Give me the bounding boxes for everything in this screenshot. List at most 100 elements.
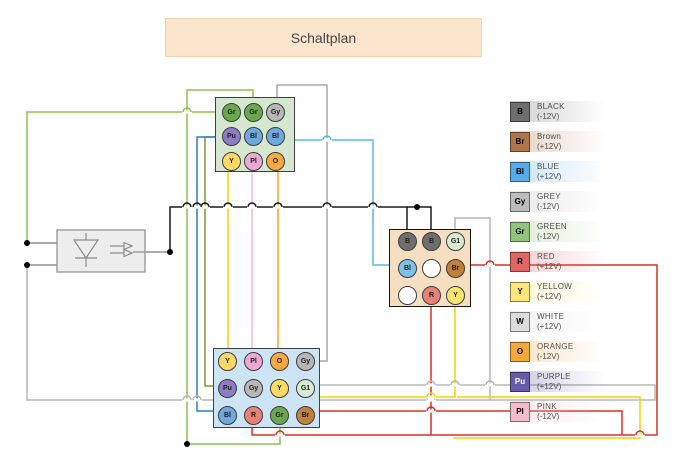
pin-w[interactable] xyxy=(398,286,417,305)
legend-voltage: (-12V) xyxy=(537,201,560,211)
legend-item-green[interactable]: Gr GREEN (-12V) xyxy=(510,221,626,242)
wire-black-branch[interactable] xyxy=(407,206,432,231)
legend-item-grey[interactable]: Gy GREY (-12V) xyxy=(510,191,626,212)
legend-item-red[interactable]: R RED (+12V) xyxy=(510,251,626,272)
wire-lightblue[interactable] xyxy=(285,139,397,266)
pin-bl[interactable]: Bl xyxy=(266,127,285,147)
wire-hop xyxy=(182,107,192,113)
pin-gr[interactable]: Gr xyxy=(244,103,263,122)
pin-o[interactable]: O xyxy=(266,151,285,171)
color-legend: B BLACK (-12V) Br Brown (+12V) Bl BLUE (+12V) Gy G… xyxy=(510,101,630,431)
pin-pl[interactable]: Pl xyxy=(244,352,263,371)
wire-green-left[interactable] xyxy=(26,111,225,243)
junction-dot xyxy=(184,441,190,447)
pin-o[interactable]: O xyxy=(270,352,289,371)
legend-item-yellow[interactable]: Y YELLOW (+12V) xyxy=(510,281,626,302)
wire-green-main[interactable] xyxy=(186,89,281,445)
wire-red-brown-bottom[interactable] xyxy=(316,410,623,435)
pin-gr[interactable]: Gr xyxy=(270,406,289,425)
legend-item-brown[interactable]: Br Brown (+12V) xyxy=(510,131,626,152)
page-title: Schaltplan xyxy=(290,29,357,46)
legend-color-swatch: Bl xyxy=(510,161,530,182)
legend-color-name: Brown xyxy=(537,131,562,141)
component-box[interactable] xyxy=(56,229,146,273)
legend-label: GREY (-12V) xyxy=(537,192,561,212)
legend-item-white[interactable]: W WHITE (+12V) xyxy=(510,311,626,332)
pin-bl[interactable]: Bl xyxy=(398,259,417,278)
legend-label: PURPLE (+12V) xyxy=(537,372,571,392)
legend-item-orange[interactable]: O ORANGE (-12V) xyxy=(510,341,626,362)
wire-hop xyxy=(182,202,192,208)
pin-r[interactable]: R xyxy=(244,406,263,425)
junction-dot xyxy=(24,262,30,268)
pin-pu[interactable]: Pu xyxy=(218,379,237,398)
legend-voltage: (+12V) xyxy=(537,291,562,301)
connector-block-top[interactable]: Gr Gr Gy Pu Bl Bl Y Pl O xyxy=(215,97,295,172)
legend-voltage: (+12V) xyxy=(537,321,562,331)
pin-bl[interactable]: Bl xyxy=(244,127,263,147)
wire-grey-gy[interactable] xyxy=(276,84,328,362)
wire-hop xyxy=(450,380,460,386)
pin-y[interactable]: Y xyxy=(218,352,237,371)
pin-y[interactable]: Y xyxy=(222,151,241,171)
legend-color-swatch: Gy xyxy=(510,191,530,212)
wire-grey-long[interactable] xyxy=(26,265,656,401)
pin-y[interactable]: Y xyxy=(270,379,289,398)
pin-pu[interactable]: Pu xyxy=(222,127,241,147)
pin-y[interactable]: Y xyxy=(446,286,465,305)
pin-gr[interactable]: Gr xyxy=(222,103,241,122)
legend-item-black[interactable]: B BLACK (-12V) xyxy=(510,101,626,122)
wire-hop xyxy=(275,430,285,436)
legend-color-swatch: O xyxy=(510,341,530,362)
pin-g1[interactable]: G1 xyxy=(446,232,465,251)
legend-voltage: (+12V) xyxy=(537,261,562,271)
legend-color-swatch: Gr xyxy=(510,221,530,242)
pin-gy[interactable]: Gy xyxy=(244,379,263,398)
pin-bl[interactable]: Bl xyxy=(218,406,237,425)
wire-red-main[interactable] xyxy=(251,264,658,436)
wire-black-main[interactable] xyxy=(169,206,408,252)
legend-color-swatch: W xyxy=(510,311,530,332)
pin-br[interactable]: Br xyxy=(296,406,315,425)
pin-gy[interactable]: Gy xyxy=(266,103,285,122)
wire-hop xyxy=(635,430,645,436)
legend-voltage: (-12V) xyxy=(537,411,560,421)
optocoupler-component[interactable] xyxy=(27,229,170,273)
legend-color-name: RED xyxy=(537,251,555,261)
legend-item-purple[interactable]: Pu PURPLE (+12V) xyxy=(510,371,626,392)
wire-grey-g1[interactable] xyxy=(454,217,491,400)
connector-block-bottom[interactable]: Y Pl O Gy Pu Gy Y G1 Bl R Gr Br xyxy=(213,348,320,428)
legend-voltage: (-12V) xyxy=(537,111,560,121)
wire-hop xyxy=(200,202,210,208)
legend-color-swatch: Pu xyxy=(510,371,530,392)
legend-color-swatch: B xyxy=(510,101,530,122)
legend-item-blue[interactable]: Bl BLUE (+12V) xyxy=(510,161,626,182)
legend-color-name: WHITE xyxy=(537,311,565,321)
pin-b[interactable]: B xyxy=(398,232,417,251)
wire-hop xyxy=(426,406,436,412)
pin-g1[interactable]: G1 xyxy=(296,379,315,398)
wire-hop xyxy=(192,395,202,401)
wire-hop xyxy=(322,135,332,141)
junction-dot xyxy=(414,204,420,210)
legend-color-name: BLUE xyxy=(537,161,560,171)
wire-hop xyxy=(485,260,495,266)
pin-w[interactable] xyxy=(422,259,441,278)
legend-color-swatch: Y xyxy=(510,281,530,302)
legend-label: YELLOW (+12V) xyxy=(537,282,572,302)
pin-r[interactable]: R xyxy=(422,286,441,305)
pin-br[interactable]: Br xyxy=(446,259,465,278)
legend-label: BLACK (-12V) xyxy=(537,102,565,122)
pin-pl[interactable]: Pl xyxy=(244,151,263,171)
legend-color-swatch: Br xyxy=(510,131,530,152)
connector-block-right[interactable]: B B G1 Bl Br R Y xyxy=(389,229,471,307)
wire-yellow-loop[interactable] xyxy=(453,396,641,439)
legend-color-name: ORANGE xyxy=(537,341,574,351)
legend-voltage: (+12V) xyxy=(537,171,562,181)
title-box[interactable]: Schaltplan xyxy=(165,18,482,57)
pin-b[interactable]: B xyxy=(422,232,441,251)
legend-label: PINK (-12V) xyxy=(537,402,559,422)
legend-item-pink[interactable]: Pl PINK (-12V) xyxy=(510,401,626,422)
pin-gy[interactable]: Gy xyxy=(296,352,315,371)
